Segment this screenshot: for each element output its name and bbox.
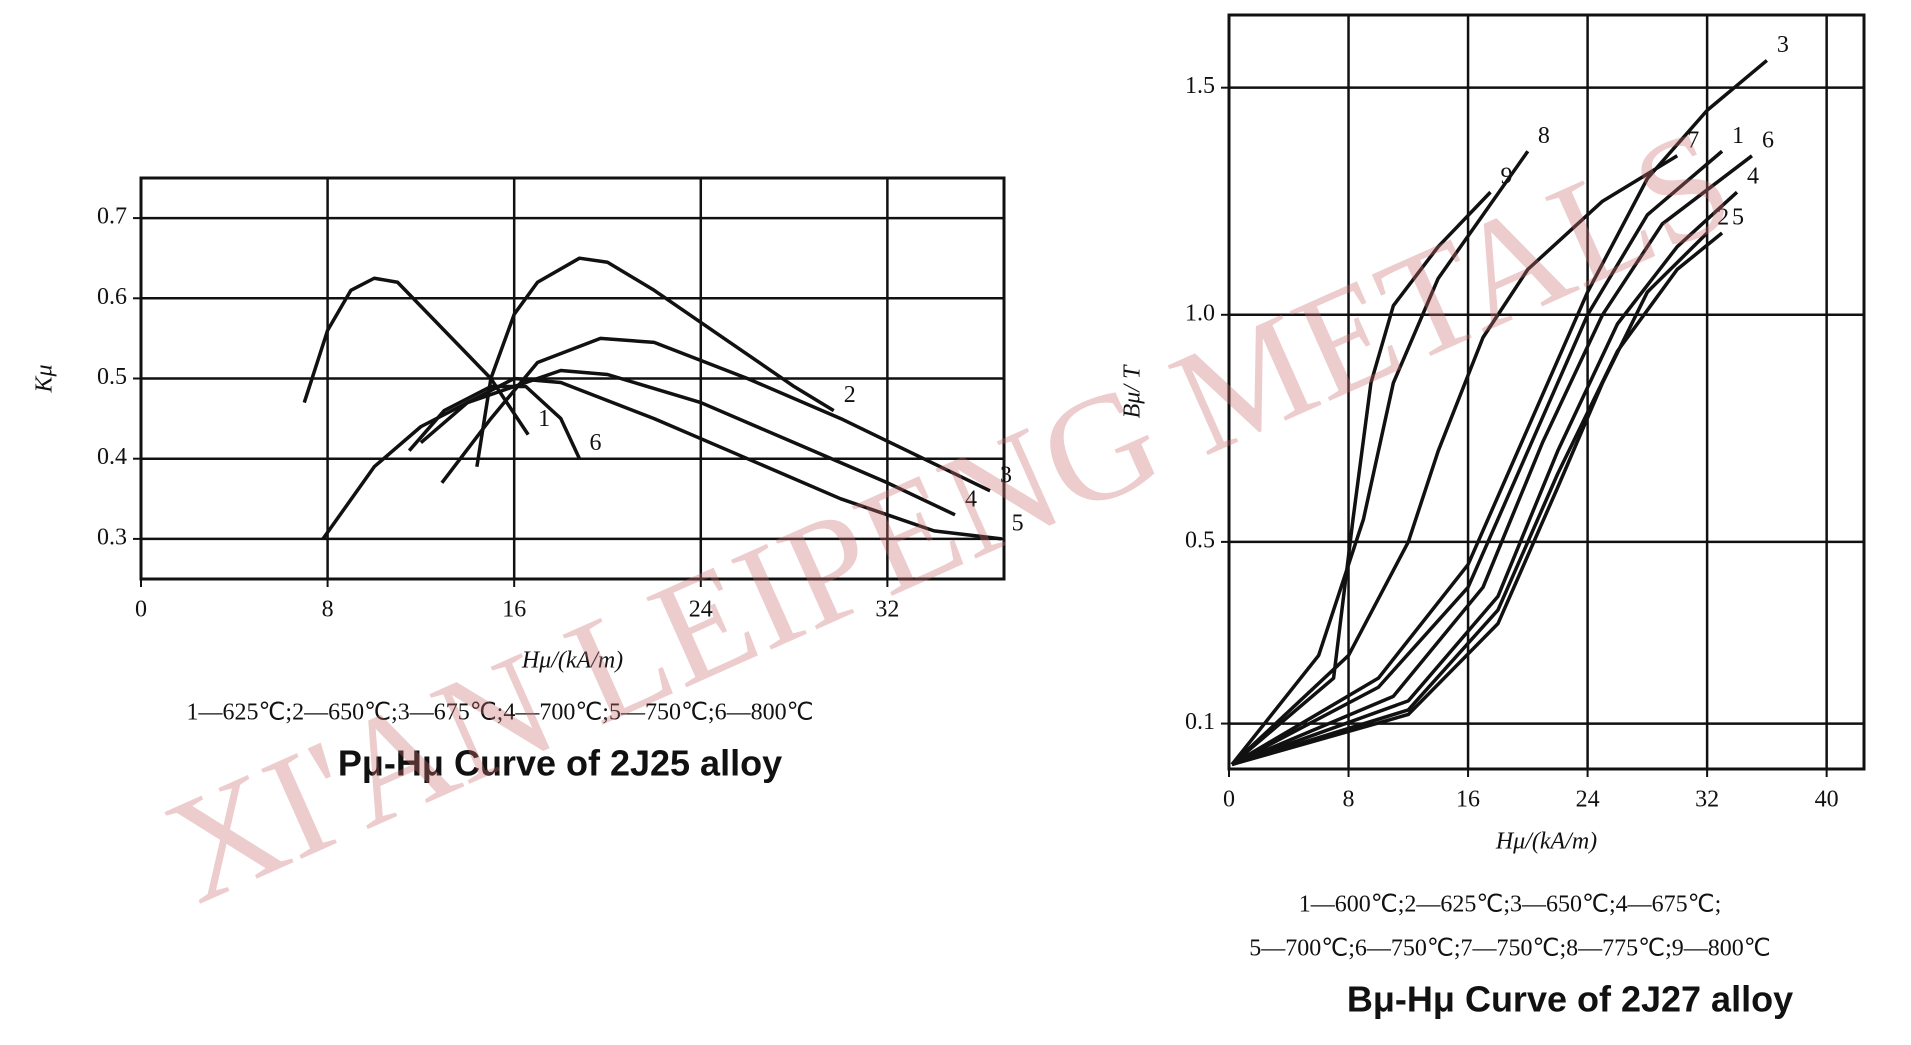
y-tick-label: 0.7 xyxy=(97,204,127,230)
y-tick-label: 0.6 xyxy=(97,284,127,310)
series-label: 5 xyxy=(1012,510,1024,536)
series-line xyxy=(1231,59,1769,766)
caption: 5—700℃;6—750℃;7—750℃;8—775℃;9—800℃ xyxy=(1249,936,1770,962)
series-label: 6 xyxy=(589,430,601,456)
series-line xyxy=(1231,231,1709,767)
y-tick-label: 1.5 xyxy=(1185,73,1215,99)
series-line xyxy=(440,336,991,493)
y-axis-label: Bμ/ T xyxy=(1120,364,1146,418)
x-tick-label: 40 xyxy=(1815,787,1839,813)
series-label: 8 xyxy=(1538,123,1550,149)
x-tick-label: 8 xyxy=(1343,787,1355,813)
series-label: 7 xyxy=(1687,127,1699,153)
series-line xyxy=(1230,154,1679,766)
y-tick-label: 1.0 xyxy=(1185,300,1215,326)
series-label: 6 xyxy=(1762,127,1774,153)
series-line xyxy=(1231,154,1754,767)
chart-title: Bμ-Hμ Curve of 2J27 alloy xyxy=(1347,979,1793,1020)
x-tick-label: 16 xyxy=(1456,787,1480,813)
series-line xyxy=(302,276,530,436)
series-line xyxy=(1231,149,1724,767)
caption: 1—600℃;2—625℃;3—650℃;4—675℃; xyxy=(1299,892,1721,918)
y-tick-label: 0.4 xyxy=(97,444,127,470)
x-tick-label: 32 xyxy=(875,597,899,623)
series-line xyxy=(1231,231,1724,767)
series-label: 5 xyxy=(1732,205,1744,231)
series-line xyxy=(1231,190,1739,767)
series-label: 4 xyxy=(965,486,977,512)
series-label: 1 xyxy=(1732,123,1744,149)
x-tick-label: 24 xyxy=(1576,787,1600,813)
chart: 0.3 0.4 0.5 0.6 0.7 0 8 16 24 32 Hμ/(kA/m) Kμ 1 2 34 5 6… xyxy=(32,176,1024,784)
x-tick-label: 24 xyxy=(689,597,713,623)
series-label: 2 xyxy=(1717,205,1729,231)
y-tick-label: 0.3 xyxy=(97,524,127,550)
x-tick-label: 16 xyxy=(502,597,526,623)
x-tick-label: 8 xyxy=(322,597,334,623)
y-axis-label: Kμ xyxy=(32,364,58,393)
series-label: 1 xyxy=(538,406,550,432)
series-label: 4 xyxy=(1747,164,1759,190)
chart-title: Pμ-Hμ Curve of 2J25 alloy xyxy=(338,743,782,784)
series-label: 3 xyxy=(1000,462,1012,488)
y-tick-label: 0.5 xyxy=(97,364,127,390)
series-line xyxy=(1230,190,1492,766)
y-tick-label: 0.5 xyxy=(1185,527,1215,553)
x-axis-label: Hμ/(kA/m) xyxy=(1495,829,1597,855)
x-tick-label: 0 xyxy=(1223,787,1235,813)
series-line xyxy=(407,384,582,460)
x-axis-label: Hμ/(kA/m) xyxy=(521,648,623,674)
x-tick-label: 32 xyxy=(1695,787,1719,813)
chart: 0.1 0.5 1.0 1.5 0 8 16 24 32 40 Hμ/(kA/m) Bμ/ T 1 2 3 4… xyxy=(1120,13,1866,1020)
series-line xyxy=(1230,150,1530,766)
series-label: 3 xyxy=(1777,32,1789,58)
y-tick-label: 0.1 xyxy=(1185,709,1215,735)
series-line xyxy=(419,368,956,517)
series-label: 9 xyxy=(1500,164,1512,190)
series-line xyxy=(475,256,835,467)
series-line xyxy=(321,376,1002,541)
x-tick-label: 0 xyxy=(135,597,147,623)
series-label: 2 xyxy=(844,382,856,408)
caption: 1—625℃;2—650℃;3—675℃;4—700℃;5—750℃;6—800… xyxy=(186,700,813,726)
